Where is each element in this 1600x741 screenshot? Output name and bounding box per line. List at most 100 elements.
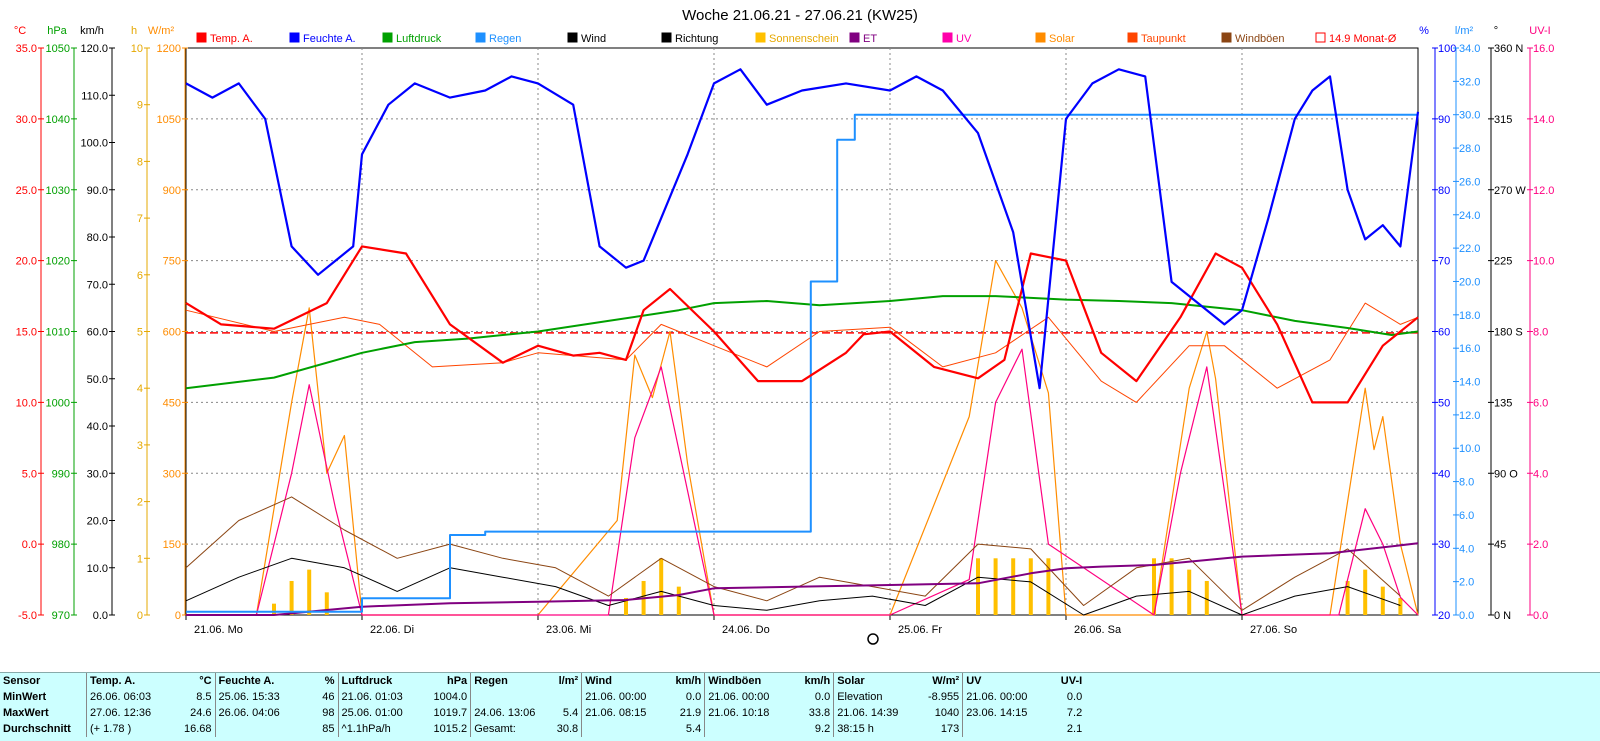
stats-cell: 0.0 [1066,691,1083,703]
axis-tick-label: 45 [1494,539,1506,551]
axis-tick-label: 0 [175,610,181,622]
axis-tick-label: 28.0 [1459,143,1480,155]
stats-cell: 85 [322,723,335,735]
axis-tick-label: 900 [163,185,181,197]
sunshine-bar [1011,558,1016,615]
axis-unit-label: km/h [80,25,104,37]
sunshine-bar [324,592,329,615]
sunshine-bar [993,558,998,615]
axis-tick-label: 990 [52,468,70,480]
axis-tick-label: 34.0 [1459,43,1480,55]
legend-swatch [567,32,578,43]
axis-tick-label: 0 [137,610,143,622]
weather-chart: Woche 21.06.21 - 27.06.21 (KW25) Temp. A.… [14,7,1554,645]
axis-unit-label: °C [14,25,26,37]
stats-row-max: MaxWert 27.06. 12:36 24.6 26.06. 04:06 9… [0,705,1085,721]
axis-tick-label: 18.0 [1459,310,1480,322]
series-line-temp-a [185,245,1419,404]
axis-tick-label: 1200 [157,43,181,55]
x-tick-label: 27.06. So [1250,624,1297,636]
axis-tick-label: 2.0 [1459,577,1474,589]
stats-cell: 16.68 [184,723,212,735]
sunshine-bar [1345,580,1350,615]
axis-tick-label: 35.0 [16,43,37,55]
stats-row-label: Durchschnitt [3,723,71,735]
legend-swatch [382,32,393,43]
stats-header: Solar [833,673,921,689]
axis-tick-label: 20.0 [1459,276,1480,288]
axis-tick-label: 30.0 [87,468,108,480]
stats-cell: 26.06. 06:03 [86,689,181,705]
axis-tick-label: 60 [1438,327,1450,339]
axis-tick-label: 10.0 [1459,443,1480,455]
legend-label: Solar [1049,33,1075,45]
stats-cell: 26.06. 04:06 [214,705,310,721]
axis-tick-label: 1020 [46,256,70,268]
sunshine-bar [1152,558,1156,615]
axis-tick-label: 1000 [46,397,70,409]
legend-label: Taupunkt [1141,33,1186,45]
axis-tick-label: 80.0 [87,232,108,244]
axis-tick-label: 6.0 [1533,397,1548,409]
stats-cell: 9.2 [814,723,831,735]
sunshine-bar [676,586,681,615]
stats-cell: 1019.7 [433,707,468,719]
legend-swatch [1127,32,1138,43]
axis-tick-label: 50.0 [87,374,108,386]
axis-tick-label: 0.0 [93,610,108,622]
axis-tick-label: 70 [1438,256,1450,268]
stats-cell [214,721,310,737]
axis-unit-label: hPa [47,25,67,37]
axis-tick-label: 300 [163,468,181,480]
axis-tick-label: 1050 [46,43,70,55]
sunshine-bar [307,569,312,615]
axis-tick-label: 6 [137,270,143,282]
axis-unit-label: UV-I [1529,25,1550,37]
stats-cell: Gesamt: [470,721,554,737]
sunshine-bar [1363,569,1368,615]
axis-tick-label: 7 [137,213,143,225]
stats-cell: 46 [322,691,335,703]
axis-tick-label: 110.0 [81,90,108,102]
stats-cell: -8.955 [927,691,960,703]
axis-tick-label: 360 N [1494,43,1523,55]
axis-tick-label: 3 [137,440,143,452]
stats-cell: 27.06. 12:36 [86,705,181,721]
stats-cell: 2.1 [1066,723,1083,735]
axis-tick-label: 5 [137,327,143,339]
legend-label: 14.9 Monat-Ø [1329,33,1397,45]
stats-cell: 21.06. 00:00 [704,689,792,705]
sunshine-bar [1169,558,1174,615]
axis-unit-label: ° [1494,25,1498,37]
axis-tick-label: 40 [1438,468,1450,480]
sunshine-bar [659,558,664,615]
axis-tick-label: 15.0 [16,327,37,339]
stats-cell: 0.0 [814,691,831,703]
axis-tick-label: 2 [137,497,143,509]
x-tick-label: 23.06. Mi [546,624,591,636]
axis-tick-label: 970 [52,610,70,622]
x-tick-label: 22.06. Di [370,624,414,636]
axis-tick-label: 30 [1438,539,1450,551]
stats-cell: 24.6 [190,707,212,719]
stats-header: °C [199,675,212,687]
sunshine-bar [976,558,980,615]
axis-tick-label: 750 [163,256,181,268]
stats-cell: 0.0 [685,691,702,703]
legend-swatch [1315,32,1326,43]
axis-tick-label: 16.0 [1533,43,1554,55]
stats-cell: 24.06. 13:06 [470,705,554,721]
legend-label: UV [956,33,972,45]
legend-swatch [1221,32,1232,43]
axis-tick-label: 1040 [46,114,70,126]
stats-header: W/m² [932,675,960,687]
series-line-windb-en [185,496,1401,611]
sunshine-bar [1398,597,1403,615]
axis-tick-label: 0.0 [1459,610,1474,622]
stats-header: Feuchte A. [214,673,310,689]
axis-tick-label: 90 [1438,114,1450,126]
axis-tick-label: 2.0 [1533,539,1548,551]
x-tick-label: 26.06. Sa [1074,624,1122,636]
stats-cell: 21.06. 10:18 [704,705,792,721]
axis-tick-label: 30.0 [16,114,37,126]
